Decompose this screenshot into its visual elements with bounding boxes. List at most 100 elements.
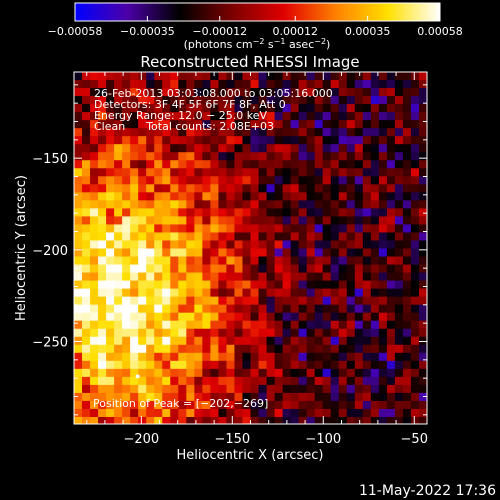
heatmap-cell xyxy=(370,256,380,266)
heatmap-cell xyxy=(202,240,211,250)
heatmap-cell xyxy=(130,120,139,129)
heatmap-cell xyxy=(234,280,244,290)
heatmap-cell xyxy=(234,336,244,346)
heatmap-cell xyxy=(170,72,179,81)
heatmap-cell xyxy=(98,376,107,386)
heatmap-cell xyxy=(242,336,252,346)
heatmap-cell xyxy=(306,344,316,354)
heatmap-cell xyxy=(226,88,236,97)
heatmap-cell xyxy=(210,160,220,169)
heatmap-cell xyxy=(378,344,388,354)
heatmap-cell xyxy=(74,104,83,113)
heatmap-cell xyxy=(402,216,412,226)
heatmap-cell xyxy=(330,320,340,330)
heatmap-cell xyxy=(338,280,348,290)
heatmap-cell xyxy=(250,184,260,193)
heatmap-cell xyxy=(162,304,171,314)
heatmap-cell xyxy=(250,80,260,89)
heatmap-cell xyxy=(250,336,260,346)
heatmap-cell xyxy=(170,240,179,250)
heatmap-cell xyxy=(194,312,203,322)
heatmap-cell xyxy=(362,192,372,201)
heatmap-cell xyxy=(298,176,308,185)
heatmap-cell xyxy=(298,368,308,378)
heatmap-cell xyxy=(354,80,364,89)
heatmap-cell xyxy=(274,128,284,137)
heatmap-cell xyxy=(218,96,228,105)
heatmap-cell xyxy=(362,336,372,346)
heatmap-cell xyxy=(298,104,308,113)
heatmap-cell xyxy=(178,144,187,153)
heatmap-cell xyxy=(146,328,155,338)
heatmap-cell xyxy=(410,392,420,402)
heatmap-cell xyxy=(106,232,115,242)
heatmap-cell xyxy=(98,192,107,201)
heatmap-cell xyxy=(370,312,380,322)
heatmap-cell xyxy=(338,72,348,81)
heatmap-cell xyxy=(130,168,139,177)
heatmap-cell xyxy=(194,352,203,362)
heatmap-cell xyxy=(282,232,292,242)
heatmap-cell xyxy=(154,88,163,97)
x-tick-label: −100 xyxy=(305,432,341,447)
heatmap-cell xyxy=(410,408,420,418)
heatmap-cell xyxy=(202,224,211,234)
heatmap-cell xyxy=(138,224,147,234)
heatmap-cell xyxy=(170,280,179,290)
heatmap-cell xyxy=(394,168,404,177)
heatmap-cell xyxy=(74,200,83,209)
heatmap-cell xyxy=(242,224,252,234)
heatmap-cell xyxy=(402,376,412,386)
heatmap-cell xyxy=(90,360,99,370)
heatmap-cell xyxy=(354,216,364,226)
heatmap-cell xyxy=(410,288,420,298)
heatmap-cell xyxy=(74,136,83,145)
heatmap-cell xyxy=(394,160,404,169)
heatmap-cell xyxy=(346,328,356,338)
heatmap-cell xyxy=(266,320,276,330)
heatmap-cell xyxy=(282,136,292,145)
heatmap-cell xyxy=(362,112,372,121)
heatmap-cell xyxy=(418,328,427,338)
heatmap-cell xyxy=(330,384,340,394)
heatmap-cell xyxy=(154,232,163,242)
heatmap-cell xyxy=(242,376,252,386)
heatmap-cell xyxy=(362,248,372,258)
heatmap-cell xyxy=(330,152,340,161)
heatmap-cell xyxy=(138,376,147,386)
heatmap-cell xyxy=(202,144,211,153)
heatmap-cell xyxy=(258,264,268,274)
heatmap-cell xyxy=(258,280,268,290)
heatmap-cell xyxy=(138,312,147,322)
heatmap-cell xyxy=(290,208,300,218)
heatmap-cell xyxy=(106,320,115,330)
heatmap-cell xyxy=(226,368,236,378)
heatmap-cell xyxy=(74,80,83,89)
heatmap-cell xyxy=(394,192,404,201)
heatmap-cell xyxy=(354,384,364,394)
heatmap-cell xyxy=(122,152,131,161)
heatmap-cell xyxy=(242,328,252,338)
heatmap-cell xyxy=(130,384,139,394)
heatmap-cell xyxy=(194,136,203,145)
heatmap-cell xyxy=(194,280,203,290)
heatmap-cell xyxy=(186,80,195,89)
colorbar-tick-label: −0.00035 xyxy=(120,25,175,38)
heatmap-cell xyxy=(186,136,195,145)
heatmap-cell xyxy=(74,408,83,418)
heatmap-cell xyxy=(370,280,380,290)
heatmap-cell xyxy=(266,240,276,250)
heatmap-cell xyxy=(266,224,276,234)
heatmap-cell xyxy=(322,336,332,346)
heatmap-cell xyxy=(82,344,91,354)
heatmap-cell xyxy=(402,352,412,362)
heatmap-cell xyxy=(186,312,195,322)
heatmap-cell xyxy=(386,200,396,209)
heatmap-cell xyxy=(290,248,300,258)
heatmap-cell xyxy=(378,320,388,330)
heatmap-cell xyxy=(74,352,83,362)
heatmap-cell xyxy=(122,352,131,362)
heatmap-cell xyxy=(114,136,123,145)
heatmap-cell xyxy=(194,216,203,226)
heatmap-cell xyxy=(274,184,284,193)
